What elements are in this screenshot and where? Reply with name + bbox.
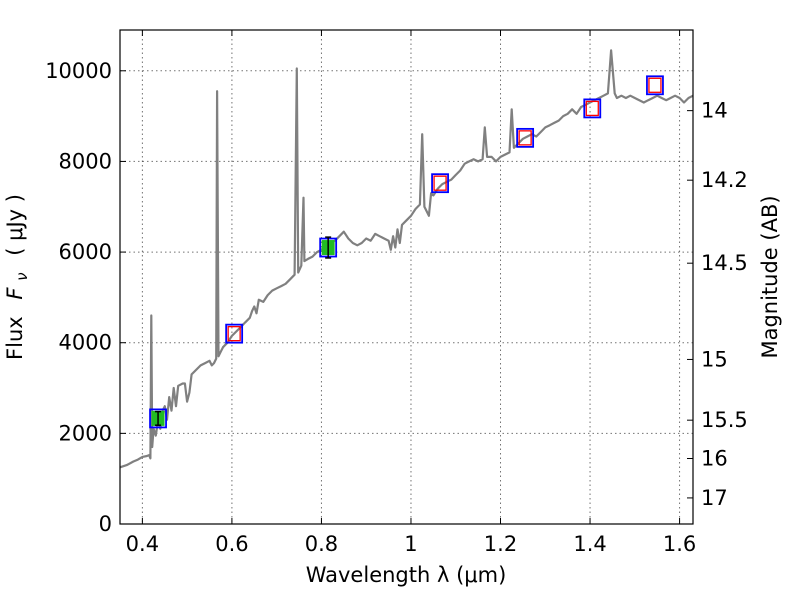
y-tick-label: 10000 [45, 59, 112, 83]
y-tick-label: 4000 [59, 331, 112, 355]
y-tick-label: 0 [99, 512, 112, 536]
grid [120, 30, 693, 524]
right-tick-label: 16 [701, 446, 728, 470]
model-flux-marker [149, 408, 167, 429]
y-axis-title-prefix: Flux [3, 316, 27, 360]
observed-flux-marker [585, 100, 599, 117]
model-flux-marker [225, 323, 244, 344]
x-tick-label: 0.8 [305, 532, 338, 556]
right-tick-label: 15 [701, 347, 728, 371]
x-tick-label: 1 [404, 532, 417, 556]
photometry-point [516, 127, 535, 148]
x-axis-title: Wavelength λ (μm) [306, 563, 507, 587]
y-tick-label: 8000 [59, 149, 112, 173]
x-tick-label: 1.6 [663, 532, 696, 556]
observed-flux-marker [518, 130, 532, 146]
x-tick-label: 1.4 [573, 532, 606, 556]
right-tick-label: 14.2 [701, 168, 748, 192]
model-flux-marker [583, 98, 602, 119]
model-flux-marker [516, 127, 535, 148]
observed-flux-marker [227, 326, 241, 342]
model-flux-marker [431, 173, 449, 194]
y-axis-title-unit: ( μJy ) [3, 194, 27, 256]
right-tick-label: 14.5 [701, 251, 748, 275]
photometry-point [583, 98, 602, 119]
right-tick-label: 14 [701, 99, 728, 123]
photometry-point [225, 323, 244, 344]
photometry-point [431, 173, 449, 194]
observed-flux-marker [648, 77, 662, 93]
x-tick-label: 0.4 [126, 532, 159, 556]
x-tick-label: 0.6 [215, 532, 248, 556]
y-tick-label: 6000 [59, 240, 112, 264]
model-flux-marker [646, 75, 664, 96]
spectrum-line [119, 49, 694, 469]
axis-ticks: 0.4 0.6 0.8 1 1.2 1.4 1.6 0 2000 4000 6000 8000 1000… [45, 30, 748, 556]
x-tick-label: 1.2 [484, 532, 517, 556]
photometry-point [319, 236, 338, 259]
spectrum-series [119, 49, 694, 469]
observed-flux-marker [433, 175, 447, 191]
photometry-series [149, 75, 664, 429]
right-tick-label: 15.5 [701, 408, 748, 432]
photometry-point [149, 408, 167, 429]
right-tick-label: 17 [701, 486, 728, 510]
plot-frame [119, 29, 694, 525]
y-axis-title-subscript: ν [13, 272, 31, 280]
y-axis-title-left: Flux F ν ( μJy ) [3, 194, 32, 360]
y-axis-title-symbol: F [3, 287, 27, 300]
y-axis-title-right: Magnitude (AB) [758, 195, 782, 358]
y-tick-label: 2000 [59, 421, 112, 445]
photometry-point [646, 75, 664, 96]
